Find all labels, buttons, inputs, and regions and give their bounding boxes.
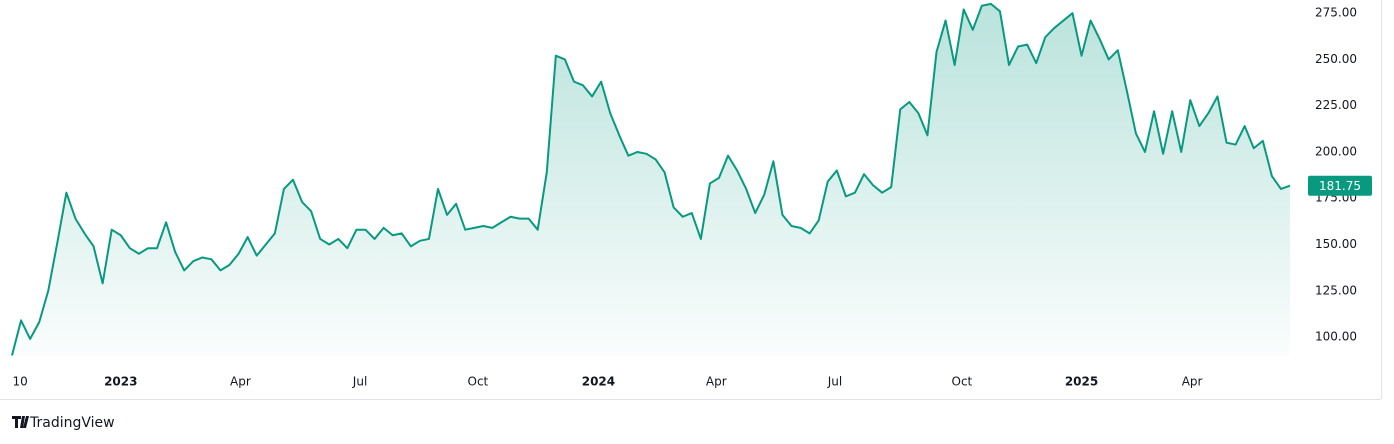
price-line <box>11 2 1291 356</box>
x-tick-label: 10 <box>13 375 28 389</box>
x-tick-label: Jul <box>352 375 367 389</box>
y-tick-label: 100.00 <box>1315 330 1357 344</box>
x-tick-label: Oct <box>952 375 973 389</box>
x-tick-label: Apr <box>706 375 727 389</box>
y-tick-label: 125.00 <box>1315 283 1357 297</box>
y-tick-label: 250.00 <box>1315 52 1357 66</box>
y-tick-label: 200.00 <box>1315 144 1357 158</box>
logo <box>12 416 29 428</box>
area-fill <box>12 3 1290 356</box>
x-tick-label: 2025 <box>1065 375 1098 389</box>
last-price-box <box>1308 175 1372 196</box>
x-tick-label: Jul <box>827 375 842 389</box>
x-tick-label: Apr <box>230 375 251 389</box>
y-tick-label: 275.00 <box>1315 6 1357 20</box>
x-tick-label: 2024 <box>582 375 615 389</box>
y-tick-label: 150.00 <box>1315 237 1357 251</box>
attribution: TradingView <box>29 415 115 431</box>
y-tick-label: 225.00 <box>1315 98 1357 112</box>
last-price-label: 181.75 <box>1319 179 1361 193</box>
x-tick-label: Oct <box>468 375 489 389</box>
x-tick-label: 2023 <box>104 375 137 389</box>
x-tick-label: Apr <box>1182 375 1203 389</box>
